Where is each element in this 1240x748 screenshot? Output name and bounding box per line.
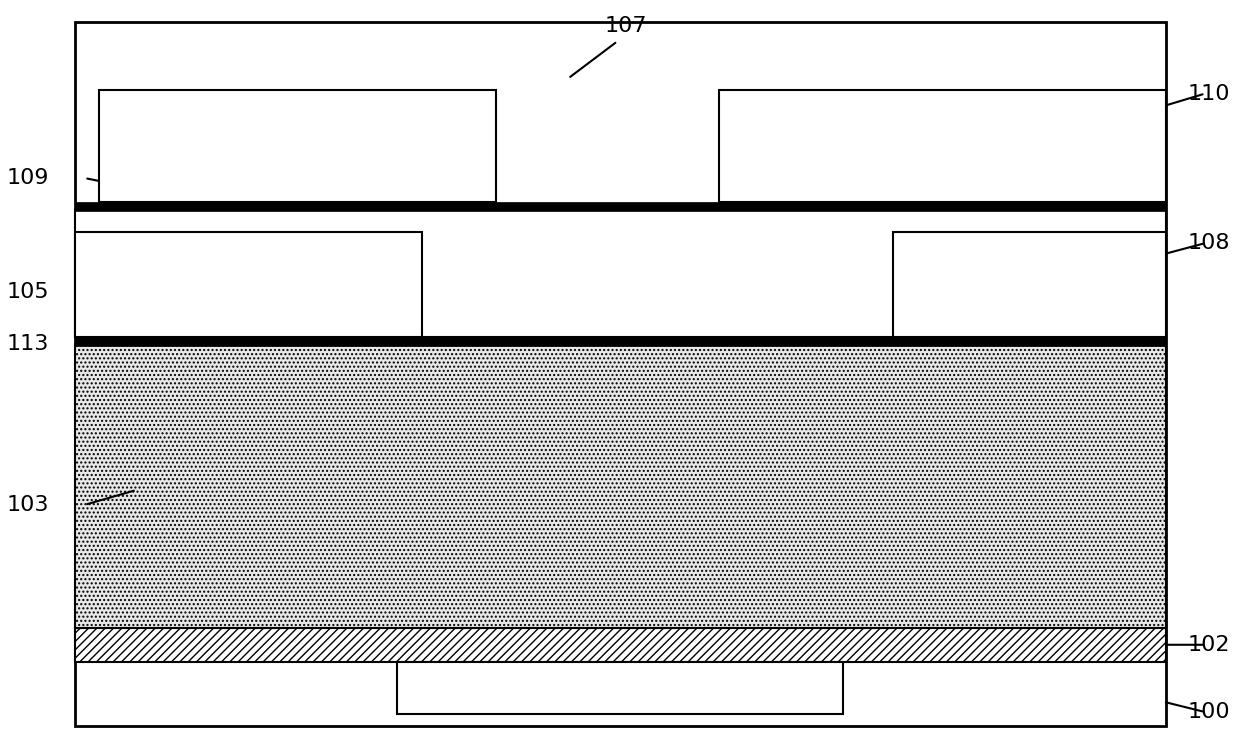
Text: 113: 113: [6, 334, 48, 354]
Text: 108: 108: [1188, 233, 1230, 253]
Text: 103: 103: [6, 495, 48, 515]
Bar: [74, 344, 1166, 628]
Text: 101: 101: [419, 684, 461, 704]
Text: 110: 110: [1188, 84, 1230, 103]
Text: 105: 105: [6, 282, 48, 301]
Bar: [74, 232, 422, 337]
Bar: [893, 232, 1166, 337]
Bar: [74, 337, 1166, 346]
FancyBboxPatch shape: [74, 22, 1166, 726]
Bar: [74, 202, 1166, 211]
Text: 100: 100: [1188, 702, 1230, 722]
Text: 109: 109: [6, 168, 48, 188]
Bar: [719, 90, 1166, 202]
Bar: [397, 662, 843, 714]
Text: 107: 107: [605, 16, 647, 36]
Bar: [99, 90, 496, 202]
Bar: [74, 628, 1166, 662]
Bar: [74, 209, 1166, 337]
Text: 102: 102: [1188, 635, 1230, 654]
